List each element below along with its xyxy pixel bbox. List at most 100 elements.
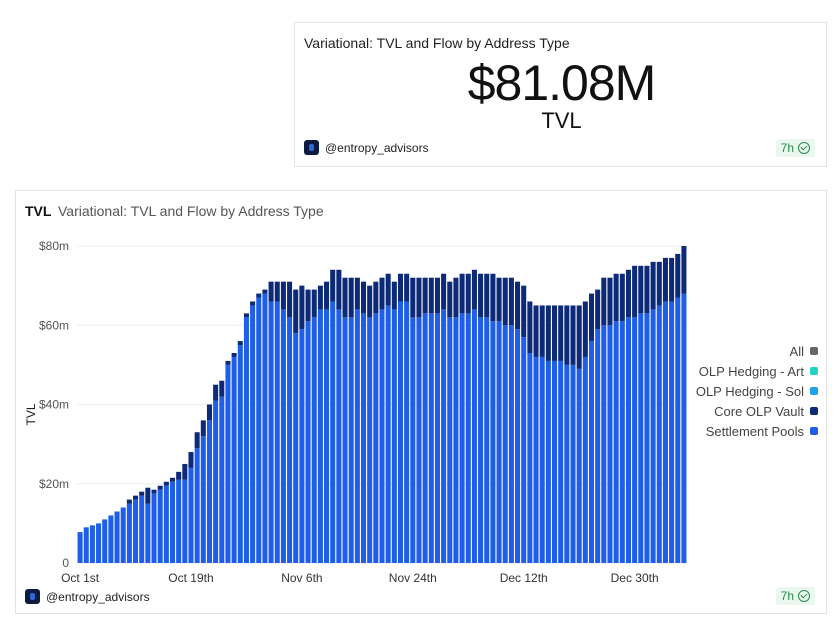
bar-settlement-pools: [157, 489, 163, 563]
avatar-icon: [304, 140, 319, 155]
bar-settlement-pools: [280, 309, 286, 563]
legend-item[interactable]: OLP Hedging - Sol: [696, 383, 818, 399]
bar-core-olp-vault: [311, 289, 317, 318]
bar-core-olp-vault: [595, 289, 601, 330]
bar-core-olp-vault: [194, 432, 200, 449]
bar-settlement-pools: [675, 297, 681, 563]
bar-core-olp-vault: [564, 305, 570, 365]
bar-settlement-pools: [484, 317, 490, 563]
bar-settlement-pools: [669, 301, 675, 563]
bar-core-olp-vault: [379, 277, 385, 310]
bar-settlement-pools: [206, 420, 212, 563]
bar-core-olp-vault: [416, 277, 422, 318]
bar-core-olp-vault: [558, 305, 564, 361]
tvl-bar-chart: 0 $20m $40m $60m $80m TVL Oct 1st Oct 19th Nov 6…: [24, 239, 687, 585]
chart-legend: All OLP Hedging - Art OLP Hedging - Sol Cor…: [696, 343, 818, 439]
freshness-badge[interactable]: 7h: [775, 587, 815, 605]
bar-core-olp-vault: [434, 277, 440, 314]
bar-settlement-pools: [163, 485, 169, 563]
bar-core-olp-vault: [632, 265, 638, 318]
author-link[interactable]: @entropy_advisors: [25, 589, 150, 604]
bar-settlement-pools: [287, 317, 293, 563]
bar-settlement-pools: [293, 333, 299, 563]
bar-settlement-pools: [311, 317, 317, 563]
bar-settlement-pools: [367, 317, 373, 563]
bar-settlement-pools: [151, 493, 157, 563]
chart-tab-tvl[interactable]: TVL: [25, 203, 52, 219]
bar-settlement-pools: [188, 467, 194, 563]
bar-settlement-pools: [274, 301, 280, 563]
bar-settlement-pools: [126, 503, 132, 563]
freshness-age: 7h: [780, 589, 794, 603]
freshness-badge[interactable]: 7h: [775, 139, 815, 157]
bar-core-olp-vault: [342, 277, 348, 318]
bar-core-olp-vault: [607, 277, 613, 326]
bar-settlement-pools: [656, 305, 662, 563]
legend-swatch: [810, 347, 818, 355]
bar-core-olp-vault: [188, 452, 194, 468]
bar-core-olp-vault: [447, 281, 453, 318]
bar-core-olp-vault: [515, 281, 521, 330]
bar-settlement-pools: [422, 313, 428, 563]
author-link[interactable]: @entropy_advisors: [304, 140, 429, 155]
bar-core-olp-vault: [231, 352, 237, 357]
bar-core-olp-vault: [410, 277, 416, 318]
bar-settlement-pools: [404, 301, 410, 563]
bar-core-olp-vault: [552, 305, 558, 361]
bar-core-olp-vault: [650, 261, 656, 310]
bar-settlement-pools: [243, 317, 249, 563]
bar-core-olp-vault: [225, 360, 231, 365]
bar-core-olp-vault: [317, 285, 323, 310]
bar-settlement-pools: [219, 396, 225, 563]
bar-core-olp-vault: [576, 305, 582, 369]
kpi-card: Variational: TVL and Flow by Address Typ…: [294, 22, 827, 167]
bar-core-olp-vault: [250, 301, 256, 306]
bar-settlement-pools: [342, 317, 348, 563]
bar-settlement-pools: [96, 523, 102, 564]
bar-core-olp-vault: [262, 289, 268, 294]
bar-settlement-pools: [434, 313, 440, 563]
bar-settlement-pools: [268, 301, 274, 563]
y-axis-label: TVL: [24, 403, 38, 425]
bar-core-olp-vault: [669, 257, 675, 302]
bar-settlement-pools: [391, 309, 397, 563]
bar-settlement-pools: [324, 309, 330, 563]
bar-core-olp-vault: [206, 404, 212, 421]
bar-settlement-pools: [102, 519, 108, 563]
x-tick-label: Oct 19th: [168, 571, 213, 585]
bar-settlement-pools: [139, 495, 145, 563]
bar-core-olp-vault: [471, 269, 477, 310]
legend-label: OLP Hedging - Art: [698, 363, 804, 379]
bar-settlement-pools: [317, 309, 323, 563]
bar-core-olp-vault: [176, 471, 182, 480]
bar-settlement-pools: [330, 301, 336, 563]
legend-item[interactable]: All: [790, 343, 818, 359]
legend-item[interactable]: Core OLP Vault: [714, 403, 818, 419]
bar-core-olp-vault: [268, 281, 274, 302]
bar-settlement-pools: [521, 337, 527, 563]
author-name: @entropy_advisors: [46, 589, 150, 604]
bar-core-olp-vault: [287, 281, 293, 318]
bar-settlement-pools: [607, 325, 613, 563]
bar-core-olp-vault: [453, 277, 459, 318]
bar-settlement-pools: [558, 360, 564, 563]
bar-settlement-pools: [373, 313, 379, 563]
bar-core-olp-vault: [496, 277, 502, 322]
y-tick-label: $40m: [39, 398, 69, 412]
bar-core-olp-vault: [126, 499, 132, 504]
author-name: @entropy_advisors: [325, 140, 429, 155]
bar-settlement-pools: [379, 309, 385, 563]
bar-core-olp-vault: [422, 277, 428, 314]
y-tick-label: $20m: [39, 477, 69, 491]
legend-item[interactable]: OLP Hedging - Art: [699, 363, 818, 379]
bar-settlement-pools: [250, 305, 256, 563]
bar-settlement-pools: [471, 309, 477, 563]
bar-core-olp-vault: [502, 277, 508, 326]
bar-core-olp-vault: [484, 273, 490, 318]
bar-settlement-pools: [225, 364, 231, 564]
legend-item[interactable]: Settlement Pools: [706, 423, 818, 439]
bar-core-olp-vault: [681, 246, 687, 294]
bar-settlement-pools: [613, 321, 619, 563]
kpi-value: $81.08M: [467, 55, 657, 111]
legend-label: Settlement Pools: [705, 423, 804, 439]
